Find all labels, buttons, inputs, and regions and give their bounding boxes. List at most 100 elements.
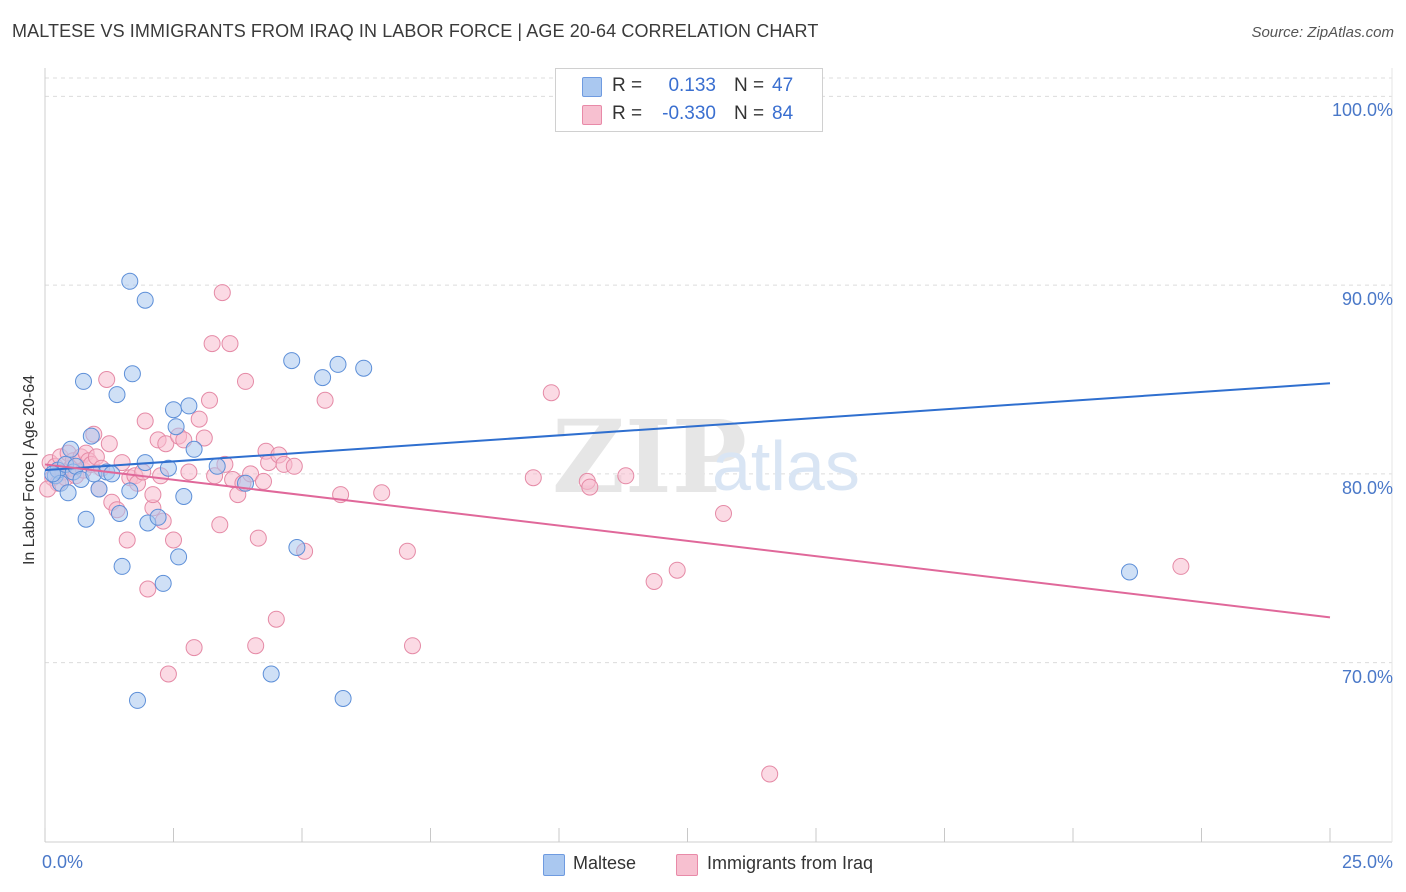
iraq-point bbox=[267, 610, 285, 628]
iraq-point bbox=[157, 435, 175, 453]
series-legend: Maltese Immigrants from Iraq bbox=[0, 852, 1406, 876]
maltese-point bbox=[1121, 563, 1138, 581]
maltese-point bbox=[90, 480, 108, 498]
legend-r-value: 0.133 bbox=[668, 75, 716, 96]
iraq-point bbox=[113, 454, 131, 472]
maltese-point bbox=[111, 505, 128, 522]
iraq-point bbox=[581, 478, 599, 496]
iraq-point bbox=[185, 639, 203, 657]
iraq-point bbox=[165, 531, 182, 549]
y-tick-label: 70.0% bbox=[1341, 666, 1393, 687]
y-tick-label: 90.0% bbox=[1341, 289, 1393, 310]
legend-n-label: N = bbox=[734, 103, 765, 124]
iraq-point bbox=[118, 531, 136, 549]
y-tick-label: 80.0% bbox=[1341, 477, 1393, 498]
watermark-atlas: atlas bbox=[712, 427, 860, 505]
legend-swatch-maltese bbox=[543, 854, 565, 876]
maltese-point bbox=[154, 574, 172, 592]
maltese-point bbox=[167, 418, 185, 436]
grid-lines bbox=[45, 77, 1392, 664]
maltese-point bbox=[159, 459, 177, 477]
maltese-point bbox=[314, 369, 332, 387]
source-credit: Source: ZipAtlas.com bbox=[1251, 24, 1394, 41]
legend-r-value: -0.330 bbox=[662, 103, 716, 124]
maltese-point bbox=[75, 372, 92, 390]
maltese-point bbox=[288, 539, 306, 556]
iraq-point bbox=[100, 435, 118, 453]
maltese-point bbox=[123, 365, 141, 383]
y-tick-label: 100.0% bbox=[1331, 100, 1393, 121]
maltese-point bbox=[170, 548, 188, 566]
legend-row-iraq: R = -0.330 N = 84 bbox=[556, 100, 822, 128]
maltese-point bbox=[113, 557, 131, 575]
legend-swatch-maltese bbox=[582, 77, 602, 97]
iraq-point bbox=[668, 561, 686, 579]
stats-legend: R = 0.133 N = 47 R = -0.330 N = 84 bbox=[555, 68, 823, 132]
maltese-point bbox=[62, 440, 80, 458]
legend-row-maltese: R = 0.133 N = 47 bbox=[556, 72, 822, 100]
iraq-point bbox=[190, 410, 208, 428]
maltese-point bbox=[165, 401, 182, 419]
iraq-point bbox=[524, 469, 542, 487]
maltese-point bbox=[82, 427, 100, 445]
iraq-point bbox=[404, 637, 421, 655]
iraq-points bbox=[39, 284, 1190, 783]
maltese-point bbox=[59, 484, 77, 502]
axes bbox=[44, 68, 1393, 843]
legend-swatch-iraq bbox=[676, 854, 698, 876]
iraq-point bbox=[1172, 557, 1190, 575]
legend-r-label: R = bbox=[612, 103, 643, 124]
iraq-point bbox=[139, 580, 157, 598]
iraq-point bbox=[201, 391, 218, 409]
iraq-point bbox=[617, 467, 635, 485]
iraq-point bbox=[98, 371, 116, 388]
iraq-point bbox=[373, 484, 391, 502]
maltese-point bbox=[136, 291, 154, 309]
legend-label-maltese: Maltese bbox=[573, 853, 637, 873]
iraq-trend-line bbox=[44, 463, 1331, 619]
iraq-point bbox=[136, 412, 154, 430]
iraq-point bbox=[195, 429, 213, 447]
maltese-point bbox=[355, 359, 373, 377]
maltese-point bbox=[108, 386, 126, 404]
maltese-point bbox=[283, 352, 301, 370]
maltese-point bbox=[121, 272, 139, 290]
maltese-trend-line bbox=[44, 382, 1331, 472]
legend-n-value: 84 bbox=[772, 103, 794, 124]
chart-title: MALTESE VS IMMIGRANTS FROM IRAQ IN LABOR… bbox=[12, 21, 819, 41]
iraq-point bbox=[398, 542, 416, 560]
iraq-point bbox=[542, 384, 560, 402]
legend-swatch-iraq bbox=[582, 105, 602, 125]
iraq-point bbox=[221, 335, 239, 353]
maltese-point bbox=[149, 508, 167, 526]
iraq-point bbox=[213, 284, 231, 302]
maltese-point bbox=[129, 691, 146, 709]
legend-n-value: 47 bbox=[772, 75, 794, 96]
maltese-point bbox=[262, 665, 280, 683]
iraq-point bbox=[211, 516, 229, 534]
trend-lines bbox=[44, 382, 1331, 619]
maltese-point bbox=[175, 488, 193, 505]
maltese-point bbox=[77, 510, 95, 528]
maltese-point bbox=[329, 355, 347, 373]
legend-label-iraq: Immigrants from Iraq bbox=[707, 853, 874, 873]
iraq-point bbox=[180, 463, 198, 481]
legend-r-label: R = bbox=[612, 75, 643, 96]
iraq-point bbox=[255, 472, 272, 490]
watermark-zip: ZIP bbox=[552, 398, 747, 516]
iraq-point bbox=[645, 573, 663, 590]
iraq-point bbox=[761, 765, 779, 783]
iraq-point bbox=[237, 372, 254, 390]
legend-n-label: N = bbox=[734, 75, 765, 96]
iraq-point bbox=[249, 529, 267, 547]
maltese-point bbox=[208, 457, 226, 475]
iraq-point bbox=[247, 637, 265, 655]
x-tick-label: 0.0% bbox=[42, 852, 84, 872]
iraq-point bbox=[316, 391, 334, 409]
maltese-point bbox=[180, 397, 198, 415]
watermark: ZIP atlas bbox=[552, 398, 860, 516]
maltese-point bbox=[121, 482, 139, 500]
x-tick-label: 25.0% bbox=[1341, 852, 1393, 872]
iraq-point bbox=[285, 457, 303, 475]
